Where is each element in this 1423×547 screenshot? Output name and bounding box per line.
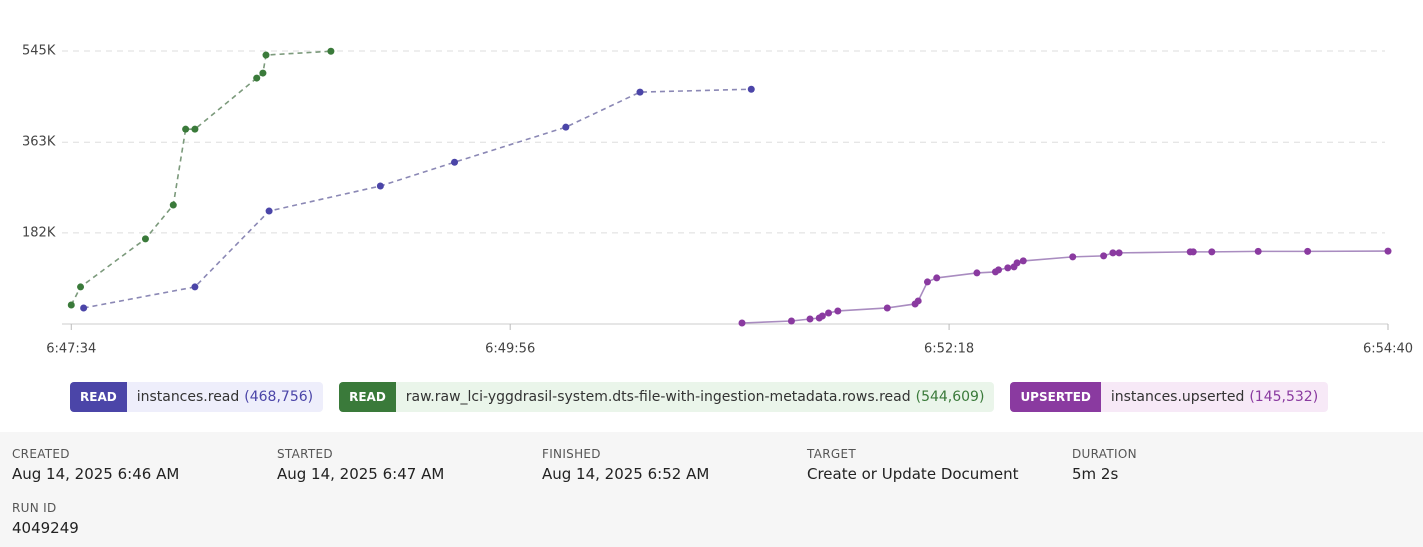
data-point — [883, 304, 891, 312]
detail: TARGET Create or Update Document — [807, 447, 1019, 483]
data-point — [182, 125, 190, 133]
detail-label: STARTED — [277, 447, 333, 461]
data-point — [191, 283, 199, 291]
data-point — [834, 307, 842, 315]
detail-value: 5m 2s — [1072, 465, 1119, 483]
data-point — [1384, 247, 1392, 255]
data-point — [818, 312, 826, 320]
legend-total: (544,609) — [915, 389, 985, 405]
data-point — [1254, 247, 1262, 255]
detail-label: FINISHED — [542, 447, 601, 461]
data-point — [933, 274, 941, 282]
y-tick-label: 182K — [22, 225, 56, 240]
series-line — [83, 88, 752, 309]
detail-label: TARGET — [807, 447, 856, 461]
series-line — [70, 50, 331, 306]
data-point — [327, 47, 335, 55]
legend-total: (145,532) — [1249, 389, 1319, 405]
data-point — [253, 74, 261, 82]
chart: 182K 363K 545K 6:47:34 6:49:56 6:52:18 6:54:40 — [22, 44, 1413, 357]
legend-entry: instances.upserted (145,532) — [1101, 382, 1328, 412]
data-point — [451, 158, 459, 166]
data-point — [825, 309, 833, 317]
data-point — [265, 207, 273, 215]
data-point — [636, 88, 644, 96]
run-details: CREATED Aug 14, 2025 6:46 AM STARTED Aug 14… — [0, 432, 1423, 547]
legend-total: (468,756) — [244, 389, 314, 405]
x-tick-label: 6:52:18 — [924, 342, 974, 357]
legend-chip: UPSERTED instances.upserted (145,532) — [1010, 382, 1329, 412]
data-point — [1019, 257, 1027, 265]
data-point — [376, 182, 384, 190]
data-point — [169, 201, 177, 209]
detail-value: Aug 14, 2025 6:46 AM — [12, 465, 180, 483]
detail: STARTED Aug 14, 2025 6:47 AM — [277, 447, 444, 483]
detail-label: DURATION — [1072, 447, 1137, 461]
detail: FINISHED Aug 14, 2025 6:52 AM — [542, 447, 709, 483]
legend-chip: READ raw.raw_lci-yggdrasil-system.dts-fil… — [339, 382, 995, 412]
data-point — [1013, 259, 1021, 267]
x-tick-label: 6:47:34 — [46, 342, 96, 357]
detail-value: Create or Update Document — [807, 465, 1019, 483]
data-point — [259, 69, 267, 77]
data-point — [995, 266, 1003, 274]
legend: READ instances.read (468,756) READ raw.raw_l… — [70, 382, 1329, 412]
y-tick-label: 363K — [22, 135, 56, 150]
detail-value: 4049249 — [12, 519, 79, 537]
x-tick-label: 6:54:40 — [1363, 342, 1413, 357]
data-point — [1100, 252, 1108, 260]
data-point — [141, 235, 149, 243]
data-point — [1004, 264, 1012, 272]
detail-label: RUN ID — [12, 501, 57, 515]
legend-name: raw.raw_lci-yggdrasil-system.dts-file-wi… — [405, 389, 911, 405]
data-point — [1109, 249, 1117, 257]
data-point — [80, 304, 88, 312]
data-point — [1189, 248, 1197, 256]
data-point — [1208, 248, 1216, 256]
legend-entry: instances.read (468,756) — [127, 382, 323, 412]
data-point — [562, 123, 570, 131]
legend-badge: UPSERTED — [1010, 382, 1101, 412]
data-point — [787, 317, 795, 325]
data-point — [747, 85, 755, 93]
legend-name: instances.upserted — [1110, 389, 1245, 405]
legend-entry: raw.raw_lci-yggdrasil-system.dts-file-wi… — [396, 382, 995, 412]
detail-value: Aug 14, 2025 6:47 AM — [277, 465, 445, 483]
detail-label: CREATED — [12, 447, 70, 461]
legend-name: instances.read — [136, 389, 240, 405]
detail: DURATION 5m 2s — [1072, 447, 1137, 483]
data-point — [77, 283, 85, 291]
detail: RUN ID 4049249 — [12, 501, 79, 537]
detail-value: Aug 14, 2025 6:52 AM — [542, 465, 710, 483]
data-point — [806, 315, 814, 323]
data-point — [67, 301, 75, 309]
legend-chip: READ instances.read (468,756) — [70, 382, 324, 412]
data-point — [262, 51, 270, 59]
data-point — [923, 278, 931, 286]
legend-badge: READ — [339, 382, 396, 412]
detail: CREATED Aug 14, 2025 6:46 AM — [12, 447, 179, 483]
data-point — [914, 297, 922, 305]
data-point — [1069, 253, 1077, 261]
data-point — [1115, 249, 1123, 257]
data-point — [191, 125, 199, 133]
y-tick-label: 545K — [22, 44, 56, 59]
x-tick-label: 6:49:56 — [485, 342, 535, 357]
data-point — [738, 319, 746, 327]
legend-badge: READ — [70, 382, 127, 412]
data-point — [973, 269, 981, 277]
data-point — [1304, 247, 1312, 255]
